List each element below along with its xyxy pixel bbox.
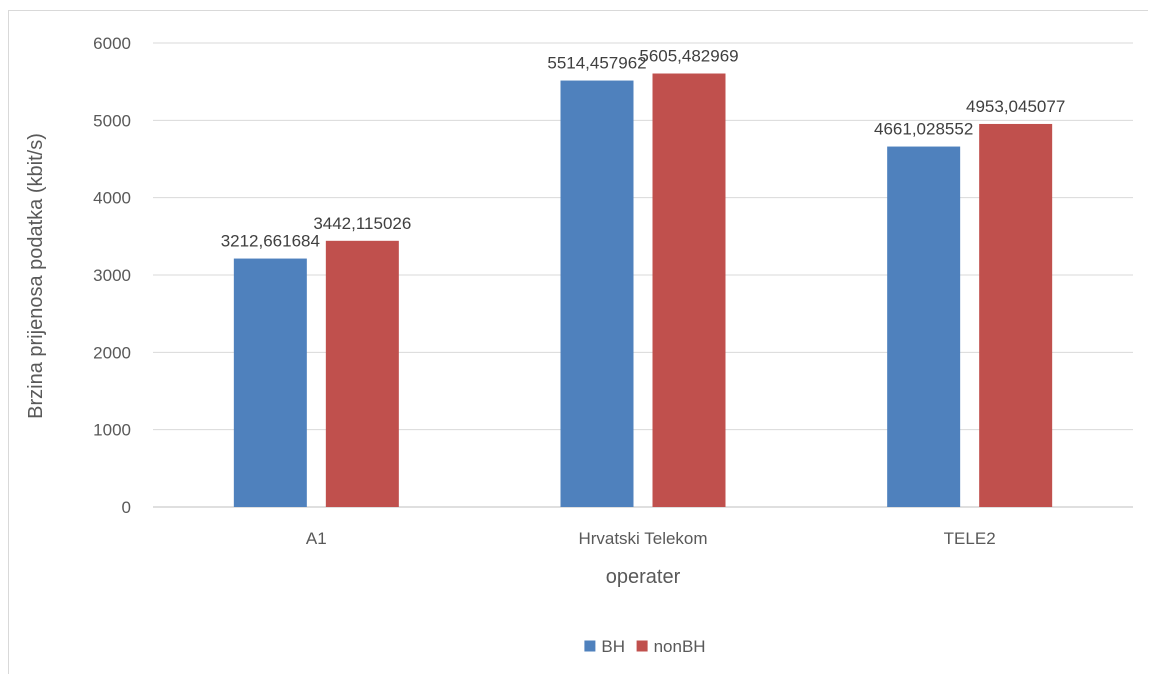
legend-label-nonbh: nonBH	[654, 637, 706, 656]
legend-swatch-nonbh	[636, 640, 648, 652]
y-tick-label: 1000	[93, 421, 131, 440]
y-tick-label: 6000	[93, 34, 131, 53]
y-axis-ticks: 0 1000 2000 3000 4000 5000 6000	[93, 34, 131, 517]
x-axis-title: operater	[606, 566, 681, 588]
bar-nonbh-2	[652, 73, 726, 508]
data-label: 5605,482969	[639, 47, 738, 66]
y-tick-label: 2000	[93, 343, 131, 362]
y-tick-label: 4000	[93, 189, 131, 208]
y-axis-title: Brzina prijenosa podatka (kbit/s)	[25, 133, 47, 419]
y-tick-label: 0	[122, 498, 131, 517]
data-label: 5514,457962	[547, 54, 646, 73]
bar-bh-2	[560, 80, 634, 507]
x-tick-label: TELE2	[944, 529, 996, 548]
legend: BH nonBH	[584, 637, 706, 656]
data-label: 3212,661684	[221, 232, 320, 251]
x-tick-label: A1	[306, 529, 327, 548]
bar-nonbh-1	[325, 240, 399, 508]
bar-nonbh-3	[979, 123, 1053, 508]
y-tick-label: 3000	[93, 266, 131, 285]
gridlines	[153, 42, 1133, 508]
x-axis-ticks: A1 Hrvatski Telekom TELE2	[306, 529, 996, 548]
y-tick-label: 5000	[93, 111, 131, 130]
data-label: 4953,045077	[966, 97, 1065, 116]
bar-bh-1	[233, 258, 307, 507]
chart-frame	[8, 10, 1148, 674]
bars	[233, 73, 1053, 508]
data-label: 3442,115026	[313, 214, 411, 233]
data-label: 4661,028552	[874, 120, 973, 139]
legend-swatch-bh	[584, 640, 596, 652]
bar-bh-3	[887, 146, 961, 507]
legend-label-bh: BH	[601, 637, 625, 656]
x-tick-label: Hrvatski Telekom	[578, 529, 707, 548]
